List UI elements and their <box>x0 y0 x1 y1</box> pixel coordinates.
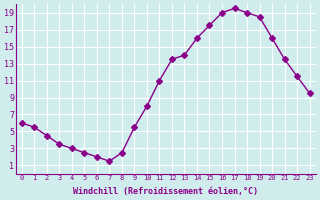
X-axis label: Windchill (Refroidissement éolien,°C): Windchill (Refroidissement éolien,°C) <box>73 187 258 196</box>
